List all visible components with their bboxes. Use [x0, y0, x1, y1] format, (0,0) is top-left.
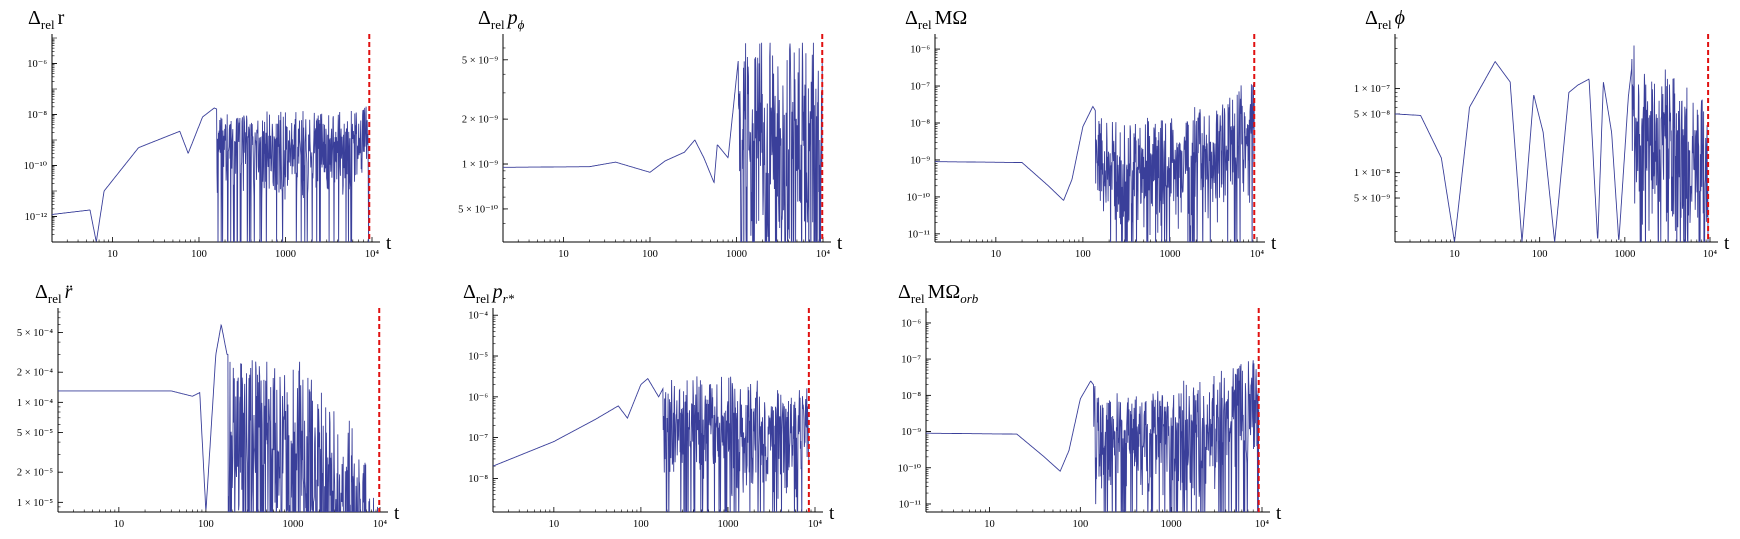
y-tick-label: 2 × 10⁻⁵: [17, 468, 53, 479]
x-axis-label: t: [1724, 233, 1730, 254]
y-tick-label: 10⁻¹⁰: [898, 463, 921, 474]
y-tick-label: 10⁻⁷: [901, 355, 921, 366]
series-line: [926, 360, 1260, 512]
y-tick-label: 5 × 10⁻⁹: [462, 55, 498, 66]
x-axis-label: t: [829, 503, 835, 524]
x-tick-label: 10⁴: [365, 249, 380, 260]
x-tick-label: 1000: [717, 519, 738, 530]
y-tick-label: 1 × 10⁻⁵: [17, 498, 53, 509]
y-tick-label: 1 × 10⁻⁴: [17, 398, 53, 409]
y-tick-label: 10⁻⁶: [27, 59, 47, 70]
series-line: [1395, 45, 1709, 242]
y-tick-label: 2 × 10⁻⁴: [17, 368, 53, 379]
x-tick-label: 10: [114, 519, 125, 530]
x-tick-label: 10: [991, 249, 1002, 260]
chart-panel-7: 10 100 1000 10⁴ t 10⁻⁶ 10⁻⁷ 10⁻⁸ 10⁻⁹ 10⁻¹⁰ 10⁻¹¹ Δ…: [898, 281, 1282, 530]
y-tick-label: 10⁻⁶: [910, 45, 930, 56]
x-tick-label: 10⁴: [1255, 519, 1270, 530]
x-tick-label: 1000: [282, 519, 303, 530]
series-line: [52, 106, 370, 242]
x-tick-label: 10⁴: [816, 249, 831, 260]
y-tick-label: 10⁻⁹: [910, 155, 930, 166]
x-tick-label: 1000: [275, 249, 296, 260]
chart-title: Δrel MΩ: [905, 7, 967, 32]
y-tick-label: 5 × 10⁻¹⁰: [458, 204, 498, 215]
x-axis-label: t: [1276, 503, 1282, 524]
x-tick-label: 100: [191, 249, 207, 260]
y-tick-label: 5 × 10⁻⁴: [17, 328, 53, 339]
chart-title: Δrel ϕ: [1365, 7, 1405, 32]
x-tick-label: 10⁴: [1250, 249, 1265, 260]
x-tick-label: 100: [1072, 519, 1088, 530]
y-tick-label: 10⁻⁶: [468, 392, 488, 403]
chart-panel-3: 10 100 1000 10⁴ t 10⁻⁶ 10⁻⁷ 10⁻⁸ 10⁻⁹ 10⁻¹⁰ 10⁻¹¹ Δ…: [905, 7, 1277, 260]
y-tick-label: 10⁻¹¹: [908, 229, 930, 240]
x-tick-label: 10: [1449, 249, 1460, 260]
y-tick-label: 5 × 10⁻⁹: [1354, 194, 1390, 205]
y-tick-label: 5 × 10⁻⁸: [1354, 109, 1390, 120]
chart-title: Δrel r̈: [35, 281, 73, 306]
chart-title: Δrel pr*: [463, 281, 515, 306]
x-tick-label: 100: [198, 519, 214, 530]
x-tick-label: 1000: [1161, 519, 1182, 530]
x-tick-label: 10⁴: [373, 519, 388, 530]
chart-title: Δrel MΩorb: [898, 281, 979, 306]
series-line: [503, 42, 823, 242]
x-tick-label: 10⁴: [1703, 249, 1718, 260]
series-line: [493, 376, 810, 512]
y-tick-label: 1 × 10⁻⁷: [1354, 84, 1390, 95]
y-tick-label: 5 × 10⁻⁵: [17, 428, 53, 439]
chart-panel-6: 10 100 1000 10⁴ t 10⁻⁴ 10⁻⁵ 10⁻⁶ 10⁻⁷ 10⁻⁸ Δrel pr*: [463, 281, 835, 530]
chart-title: Δrel pϕ: [478, 7, 525, 32]
y-tick-label: 10⁻⁹: [901, 427, 921, 438]
x-axis-label: t: [386, 233, 392, 254]
y-tick-label: 1 × 10⁻⁸: [1354, 168, 1390, 179]
chart-panel-5: 10 100 1000 10⁴ t 5 × 10⁻⁴ 2 × 10⁻⁴ 1 × 10⁻⁴ 5 ×…: [17, 281, 400, 530]
y-tick-label: 10⁻⁷: [468, 433, 488, 444]
x-axis-label: t: [837, 233, 843, 254]
x-tick-label: 10: [107, 249, 118, 260]
x-tick-label: 100: [633, 519, 649, 530]
y-tick-label: 10⁻⁶: [901, 318, 921, 329]
x-tick-label: 10⁴: [808, 519, 823, 530]
x-axis-label: t: [394, 503, 400, 524]
chart-panel-4: 10 100 1000 10⁴ t 1 × 10⁻⁷ 5 × 10⁻⁸ 1 × 10⁻⁸ 5 ×…: [1354, 7, 1730, 260]
x-tick-label: 100: [642, 249, 658, 260]
y-tick-label: 10⁻⁸: [910, 118, 930, 129]
x-tick-label: 100: [1532, 249, 1548, 260]
x-axis-label: t: [1271, 233, 1277, 254]
y-tick-label: 1 × 10⁻⁹: [462, 160, 498, 171]
x-tick-label: 1000: [1159, 249, 1180, 260]
y-tick-label: 2 × 10⁻⁹: [462, 115, 498, 126]
x-tick-label: 10: [558, 249, 569, 260]
y-tick-label: 10⁻¹²: [25, 212, 47, 223]
x-tick-label: 1000: [1614, 249, 1635, 260]
chart-title: Δrel r: [28, 7, 65, 32]
y-tick-label: 10⁻⁸: [27, 110, 47, 121]
y-tick-label: 10⁻¹⁰: [907, 192, 930, 203]
y-tick-label: 10⁻⁸: [468, 474, 488, 485]
x-tick-label: 10: [549, 519, 560, 530]
y-tick-label: 10⁻⁷: [910, 82, 930, 93]
y-tick-label: 10⁻¹¹: [899, 499, 921, 510]
y-tick-label: 10⁻⁴: [468, 311, 488, 322]
series-line: [58, 323, 378, 512]
x-tick-label: 1000: [726, 249, 747, 260]
chart-panel-2: 10 100 1000 10⁴ t 5 × 10⁻⁹ 2 × 10⁻⁹ 1 × 10⁻⁹ 5 ×…: [458, 7, 843, 260]
y-tick-label: 10⁻⁸: [901, 391, 921, 402]
series-line: [935, 83, 1255, 242]
y-tick-label: 10⁻¹⁰: [24, 161, 47, 172]
x-tick-label: 100: [1075, 249, 1091, 260]
y-tick-label: 10⁻⁵: [468, 352, 488, 363]
chart-panel-1: 10 100 1000 10⁴ t 10⁻⁶ 10⁻⁸ 10⁻¹⁰ 10⁻¹² Δrel r: [24, 7, 392, 260]
x-tick-label: 10: [984, 519, 995, 530]
